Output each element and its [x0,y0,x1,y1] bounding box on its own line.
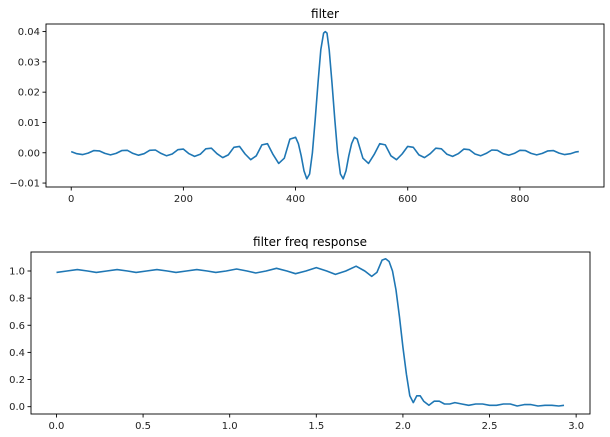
y-tick-label: 0.04 [18,27,40,38]
freq-response-plot-title: filter freq response [253,235,367,249]
x-tick-label: 2.5 [482,421,498,432]
filter-x-axis: 0 200 400 600 800 [68,187,529,205]
filter-y-axis: −0.01 0.00 0.01 0.02 0.03 0.04 [9,27,46,190]
x-tick-label: 0.5 [135,421,151,432]
x-tick-label: 400 [286,194,305,205]
freq-response-plot: filter freq response 0.00.20.40.60.81.0 … [9,235,591,432]
filter-plot-frame [45,23,605,188]
x-tick-label: 0.0 [49,421,65,432]
freq-response-line [56,257,565,407]
x-tick-label: 600 [398,194,417,205]
x-tick-label: 1.5 [308,421,324,432]
y-tick-label: 1.0 [9,266,25,277]
freq-response-plot-frame [30,251,591,415]
x-tick-label: 200 [174,194,193,205]
x-tick-label: 800 [510,194,529,205]
y-tick-label: 0.8 [9,294,25,305]
filter-line [70,30,579,180]
y-tick-label: 0.6 [9,321,25,332]
x-tick-label: 3.0 [568,421,584,432]
x-tick-label: 1.0 [222,421,238,432]
filter-plot: filter −0.01 0.00 0.01 0.02 0.03 0.04 0 200 400… [9,7,605,205]
x-tick-label: 2.0 [395,421,411,432]
y-tick-label: 0.4 [9,348,25,359]
y-tick-label: −0.01 [9,179,40,190]
x-tick-label: 0 [68,194,74,205]
y-tick-label: 0.02 [18,88,40,99]
y-tick-label: 0.01 [18,118,40,129]
y-tick-label: 0.2 [9,375,25,386]
freq-response-y-axis: 0.0 0.2 0.4 0.6 0.8 1.0 [9,266,31,413]
y-tick-label: 0.00 [18,148,40,159]
freq-response-x-axis: 0.0 0.5 1.0 1.5 2.0 2.5 3.0 [49,414,584,432]
y-tick-label: 0.03 [18,57,40,68]
y-tick-label: 0.0 [9,402,25,413]
filter-plot-title: filter [311,7,339,21]
